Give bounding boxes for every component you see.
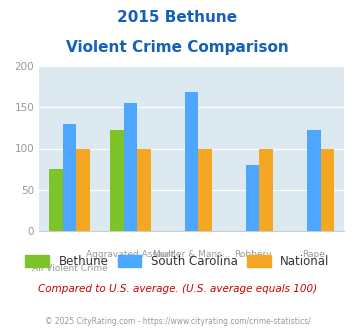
Text: Violent Crime Comparison: Violent Crime Comparison	[66, 40, 289, 54]
Bar	[110, 130, 124, 231]
Text: Compared to U.S. average. (U.S. average equals 100): Compared to U.S. average. (U.S. average …	[38, 284, 317, 294]
Bar	[246, 165, 260, 231]
Legend: Bethune, South Carolina, National: Bethune, South Carolina, National	[21, 250, 334, 273]
Bar	[124, 103, 137, 231]
Bar	[137, 148, 151, 231]
Bar	[198, 148, 212, 231]
Bar	[321, 148, 334, 231]
Bar	[307, 130, 321, 231]
Text: Murder & Mans...: Murder & Mans...	[153, 250, 230, 259]
Bar	[63, 124, 76, 231]
Bar	[260, 148, 273, 231]
Bar	[49, 169, 63, 231]
Text: 2015 Bethune: 2015 Bethune	[118, 10, 237, 25]
Bar	[185, 92, 198, 231]
Text: Rape: Rape	[302, 250, 325, 259]
Bar	[76, 148, 90, 231]
Text: © 2025 CityRating.com - https://www.cityrating.com/crime-statistics/: © 2025 CityRating.com - https://www.city…	[45, 317, 310, 326]
Text: Aggravated Assault: Aggravated Assault	[86, 250, 175, 259]
Text: All Violent Crime: All Violent Crime	[32, 264, 108, 273]
Text: Robbery: Robbery	[234, 250, 272, 259]
